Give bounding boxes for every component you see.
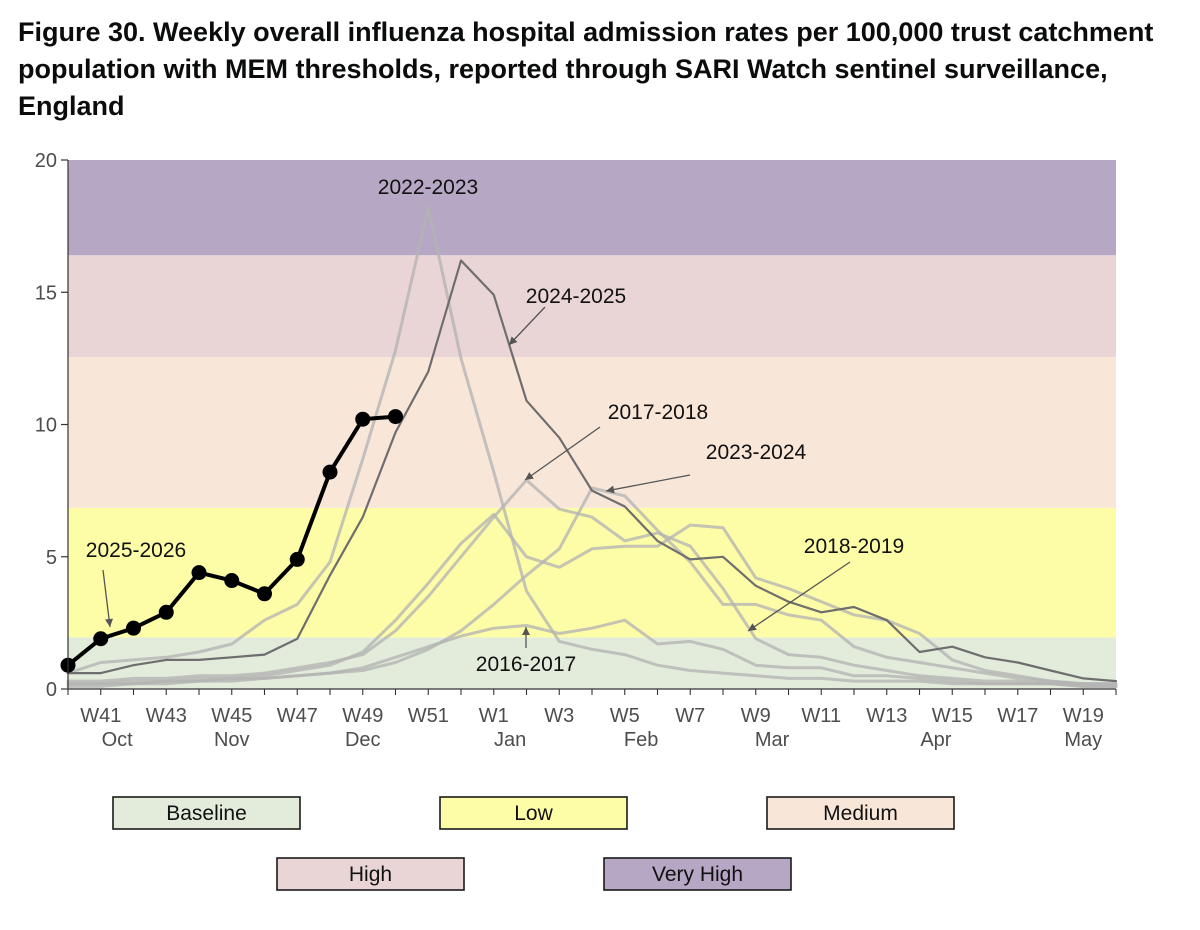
- annotation-label-2025-2026: 2025-2026: [86, 539, 186, 562]
- annotation-label-2023-2024: 2023-2024: [706, 441, 807, 464]
- month-label-dec: Dec: [345, 729, 381, 751]
- series-point-2025-2026-9: [355, 411, 371, 427]
- legend-swatch-medium: [766, 796, 955, 830]
- chart-title: Figure 30. Weekly overall influenza hosp…: [18, 17, 1154, 121]
- series-layer: [60, 206, 1118, 688]
- annotation-arrowhead-2023-2024: [606, 485, 615, 494]
- x-tick-label-w43: W43: [146, 705, 187, 727]
- series-point-2025-2026-3: [158, 604, 174, 620]
- x-tick-label-w15: W15: [932, 705, 973, 727]
- band-low: [68, 507, 1116, 638]
- y-tick-label-15: 15: [35, 282, 57, 304]
- x-tick-label-w19: W19: [1063, 705, 1104, 727]
- annotation-arrowhead-2018-2019: [748, 623, 757, 631]
- month-label-apr: Apr: [920, 729, 951, 751]
- annotation-pointer-2018-2019: [747, 561, 851, 632]
- x-tick-label-w9: W9: [741, 705, 771, 727]
- annotation-arrowhead-2016-2017: [522, 627, 530, 635]
- series-line-2018-2019: [66, 478, 1118, 688]
- series-point-2025-2026-7: [289, 551, 305, 567]
- x-tick-label-w13: W13: [866, 705, 907, 727]
- annotation-pointer-2023-2024: [605, 474, 691, 492]
- y-tick-label-0: 0: [46, 679, 57, 701]
- series-line-2016-2017: [66, 618, 1118, 688]
- month-label-feb: Feb: [624, 729, 658, 751]
- series-point-2025-2026-4: [191, 565, 207, 581]
- month-label-mar: Mar: [755, 729, 790, 751]
- annotation-label-2017-2018: 2017-2018: [608, 401, 708, 424]
- series-annotations: 2022-2023 2024-2025 2017-2018 2023-2024 2018…: [86, 176, 904, 676]
- x-tick-label-w7: W7: [675, 705, 705, 727]
- band-very-high: [68, 160, 1116, 256]
- month-label-nov: Nov: [214, 729, 250, 751]
- legend-label-low: Low: [514, 802, 553, 825]
- series-point-2025-2026-5: [224, 573, 240, 589]
- series-line-2024-2025: [66, 259, 1118, 683]
- threshold-bands: [68, 160, 1116, 689]
- x-tick-label-w41: W41: [80, 705, 121, 727]
- annotation-arrowhead-2024-2025: [509, 336, 518, 345]
- x-tick-label-w5: W5: [610, 705, 640, 727]
- band-high: [68, 255, 1116, 358]
- annotation-label-2016-2017: 2016-2017: [476, 653, 576, 676]
- month-label-may: May: [1064, 729, 1102, 751]
- x-tick-label-w3: W3: [544, 705, 574, 727]
- annotation-label-2022-2023: 2022-2023: [378, 176, 478, 199]
- annotation-arrowhead-2017-2018: [525, 472, 534, 480]
- x-tick-label-w47: W47: [277, 705, 318, 727]
- series-point-2025-2026-2: [126, 620, 141, 636]
- x-tick-label-w51: W51: [408, 705, 449, 727]
- legend-label-very-high: Very High: [652, 863, 743, 886]
- month-label-oct: Oct: [102, 729, 134, 751]
- x-tick-label-w11: W11: [801, 705, 841, 727]
- annotation-label-2018-2019: 2018-2019: [804, 535, 904, 558]
- annotation-pointer-2025-2026: [102, 569, 111, 628]
- axes: 0 5 10 15 20 W41 W43 W45 W47 W49 W51 W1 W3 W5 W7 W9 W11 W…: [35, 150, 1117, 751]
- series-point-2025-2026-10: [388, 409, 403, 425]
- x-tick-label-w17: W17: [997, 705, 1038, 727]
- y-tick-label-10: 10: [35, 415, 57, 437]
- legend-swatch-high: [276, 857, 465, 891]
- annotation-pointer-2024-2025: [508, 306, 546, 346]
- legend-label-high: High: [349, 863, 392, 886]
- series-line-2023-2024: [66, 512, 1118, 686]
- series-line-2022-2023: [66, 206, 1118, 688]
- series-point-2025-2026-6: [257, 586, 272, 602]
- legend-swatch-baseline: [112, 796, 301, 830]
- legend-label-medium: Medium: [823, 802, 898, 825]
- series-point-2025-2026-1: [93, 631, 109, 647]
- series-point-2025-2026-8: [322, 464, 338, 480]
- annotation-arrowhead-2025-2026: [105, 618, 113, 627]
- x-tick-label-w45: W45: [211, 705, 252, 727]
- month-label-jan: Jan: [494, 729, 526, 751]
- x-tick-label-w1: W1: [479, 705, 509, 727]
- threshold-legend: Baseline Low Medium High Very High: [112, 796, 955, 891]
- y-tick-label-5: 5: [46, 547, 57, 569]
- y-tick-label-20: 20: [35, 150, 57, 172]
- legend-swatch-very-high: [603, 857, 792, 891]
- legend-label-baseline: Baseline: [166, 802, 247, 825]
- annotation-label-2024-2025: 2024-2025: [526, 285, 626, 308]
- annotation-pointer-2017-2018: [524, 426, 601, 481]
- legend-swatch-low: [439, 796, 628, 830]
- x-tick-label-w49: W49: [342, 705, 383, 727]
